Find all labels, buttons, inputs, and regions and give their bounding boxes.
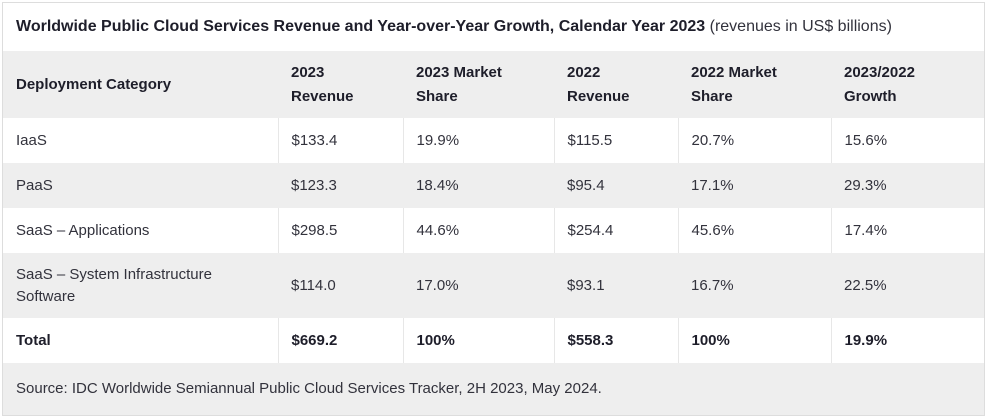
cell-category: PaaS <box>3 163 278 208</box>
cell-growth: 19.9% <box>831 318 984 363</box>
cell-growth: 17.4% <box>831 208 984 253</box>
cell-category: SaaS – Applications <box>3 208 279 253</box>
cell-growth: 15.6% <box>831 118 984 163</box>
cell-2022-revenue: $558.3 <box>554 318 679 363</box>
cell-2023-share: 100% <box>403 318 555 363</box>
cell-2022-share: 16.7% <box>678 253 831 318</box>
cell-2022-share: 45.6% <box>678 208 832 253</box>
cell-2022-revenue: $93.1 <box>554 253 678 318</box>
col-header-deployment-category: Deployment Category <box>3 51 278 118</box>
cell-2022-share: 17.1% <box>678 163 831 208</box>
cell-2023-revenue: $123.3 <box>278 163 403 208</box>
source-note: Source: IDC Worldwide Semiannual Public … <box>3 363 984 415</box>
col-header-2023-revenue: 2023 Revenue <box>278 51 403 118</box>
cell-category: Total <box>3 318 279 363</box>
table-row-source: Source: IDC Worldwide Semiannual Public … <box>3 363 984 415</box>
cell-growth: 22.5% <box>831 253 984 318</box>
table-row-iaas: IaaS $133.4 19.9% $115.5 20.7% 15.6% <box>3 118 984 163</box>
cell-2023-revenue: $298.5 <box>278 208 404 253</box>
col-header-2022-revenue: 2022 Revenue <box>554 51 678 118</box>
cell-2023-revenue: $133.4 <box>278 118 404 163</box>
cell-2023-revenue: $669.2 <box>278 318 404 363</box>
cell-category: SaaS – System Infrastructure Software <box>3 253 278 318</box>
col-header-2022-market-share: 2022 Market Share <box>678 51 831 118</box>
table-row-saas-system-infrastructure: SaaS – System Infrastructure Software $1… <box>3 253 984 318</box>
cell-2022-revenue: $254.4 <box>554 208 679 253</box>
table-title-units: (revenues in US$ billions) <box>705 18 892 35</box>
cell-2023-share: 17.0% <box>403 253 554 318</box>
table-title-main: Worldwide Public Cloud Services Revenue … <box>16 18 706 35</box>
cell-2022-share: 20.7% <box>678 118 832 163</box>
cell-2022-share: 100% <box>678 318 832 363</box>
cell-growth: 29.3% <box>831 163 984 208</box>
cell-category: IaaS <box>3 118 279 163</box>
cell-2023-share: 19.9% <box>403 118 555 163</box>
cell-2022-revenue: $115.5 <box>554 118 679 163</box>
cell-2022-revenue: $95.4 <box>554 163 678 208</box>
table-row-paas: PaaS $123.3 18.4% $95.4 17.1% 29.3% <box>3 163 984 208</box>
col-header-2023-market-share: 2023 Market Share <box>403 51 554 118</box>
revenue-table: Deployment Category 2023 Revenue 2023 Ma… <box>3 51 984 415</box>
cell-2023-revenue: $114.0 <box>278 253 403 318</box>
cell-2023-share: 44.6% <box>403 208 555 253</box>
header-row: Deployment Category 2023 Revenue 2023 Ma… <box>3 51 984 118</box>
table-row-total: Total $669.2 100% $558.3 100% 19.9% <box>3 318 984 363</box>
table-title: Worldwide Public Cloud Services Revenue … <box>3 3 984 51</box>
table-row-saas-applications: SaaS – Applications $298.5 44.6% $254.4 … <box>3 208 984 253</box>
cell-2023-share: 18.4% <box>403 163 554 208</box>
col-header-growth: 2023/2022 Growth <box>831 51 984 118</box>
